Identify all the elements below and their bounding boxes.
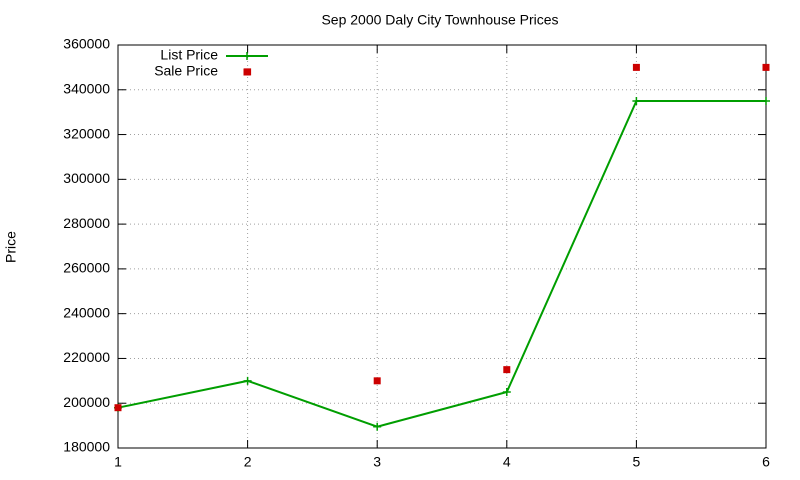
point-marker xyxy=(243,376,252,385)
point-marker xyxy=(762,63,770,71)
x-tick-label: 5 xyxy=(633,454,641,470)
legend-marker xyxy=(243,52,251,60)
x-tick-label: 6 xyxy=(762,454,770,470)
legend-label: Sale Price xyxy=(154,63,218,79)
x-tick-label: 2 xyxy=(244,454,252,470)
point-marker xyxy=(762,96,770,105)
y-tick-label: 320000 xyxy=(63,125,110,141)
point-marker xyxy=(502,388,511,397)
x-tick-label: 1 xyxy=(114,454,122,470)
point-marker xyxy=(114,404,122,412)
point-marker xyxy=(632,63,640,71)
y-tick-label: 340000 xyxy=(63,80,110,96)
legend-label: List Price xyxy=(160,47,218,63)
y-tick-label: 280000 xyxy=(63,215,110,231)
y-tick-label: 180000 xyxy=(63,439,110,455)
y-tick-label: 240000 xyxy=(63,304,110,320)
x-tick-label: 4 xyxy=(503,454,511,470)
point-marker xyxy=(373,422,382,431)
legend-marker xyxy=(243,68,251,76)
chart-title: Sep 2000 Daly City Townhouse Prices xyxy=(321,12,558,28)
point-marker xyxy=(373,377,381,385)
y-axis-label: Price xyxy=(3,231,19,263)
point-marker xyxy=(632,96,641,105)
y-tick-label: 300000 xyxy=(63,170,110,186)
series-line xyxy=(117,99,766,428)
point-marker xyxy=(503,366,511,374)
y-tick-label: 200000 xyxy=(63,394,110,410)
y-tick-label: 360000 xyxy=(63,36,110,52)
y-tick-label: 220000 xyxy=(63,349,110,365)
x-tick-label: 3 xyxy=(373,454,381,470)
plot-border xyxy=(117,44,767,449)
y-tick-label: 260000 xyxy=(63,260,110,276)
